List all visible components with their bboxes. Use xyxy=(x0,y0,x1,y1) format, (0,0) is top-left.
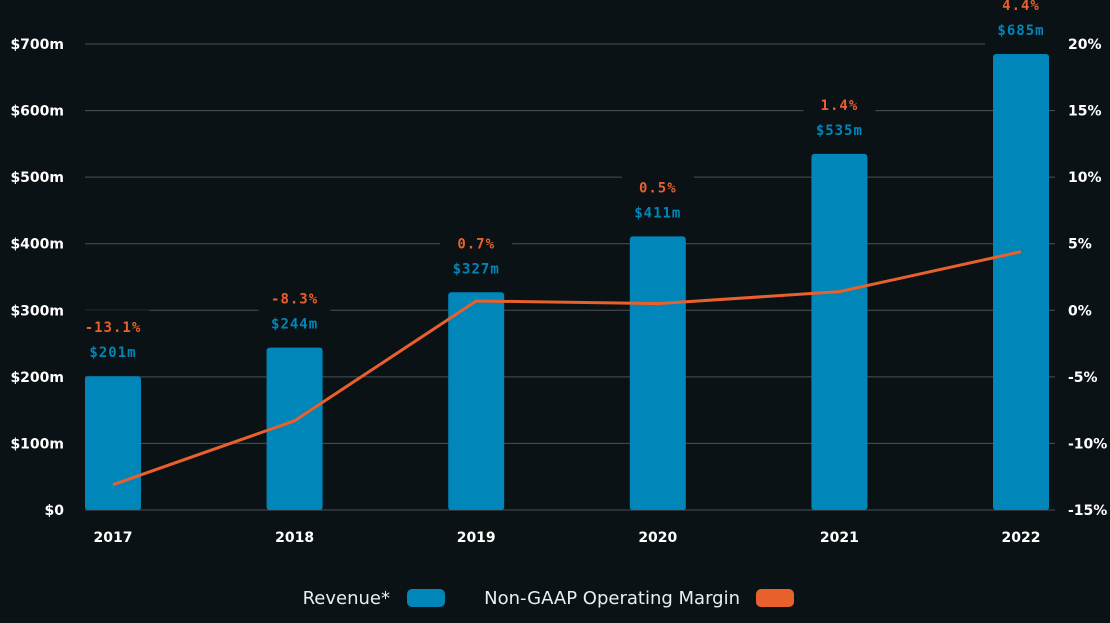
margin-line xyxy=(112,250,1022,487)
left-axis-tick-label: $700m xyxy=(10,37,64,53)
gridlines xyxy=(85,43,1055,511)
left-axis-tick-label: $0 xyxy=(45,503,65,519)
left-axis-tick-label: $400m xyxy=(10,237,64,253)
revenue-bar xyxy=(448,292,505,510)
right-axis-tick-label: 15% xyxy=(1068,104,1102,120)
revenue-bar xyxy=(266,347,323,510)
right-axis-tick-label: 5% xyxy=(1068,237,1092,253)
revenue-bar xyxy=(629,236,686,511)
margin-value-label: 0.5% xyxy=(639,180,677,196)
left-axis-tick-label: $600m xyxy=(10,104,64,120)
legend-swatch-revenue xyxy=(407,589,445,607)
label-backdrop xyxy=(258,281,331,340)
margin-line-path xyxy=(112,250,1022,487)
label-backdrop xyxy=(77,310,149,369)
revenue-value-label: $535m xyxy=(816,123,863,139)
revenue-bar xyxy=(993,53,1049,510)
margin-value-label: -13.1% xyxy=(85,320,142,336)
label-backdrop xyxy=(440,226,513,285)
left-axis: $0 $100m $200m $300m $400m $500m $600m $700m xyxy=(10,37,64,519)
x-axis-tick-label: 2018 xyxy=(275,530,314,546)
right-axis-tick-label: 0% xyxy=(1068,303,1092,319)
revenue-value-label: $201m xyxy=(89,345,136,361)
data-labels: -13.1% $201m -8.3% $244m 0.7% $327m 0.5% $411m 1… xyxy=(77,0,1057,369)
revenue-value-label: $411m xyxy=(634,205,681,221)
margin-value-label: 1.4% xyxy=(821,98,859,114)
left-axis-tick-label: $200m xyxy=(10,370,64,386)
label-backdrop xyxy=(621,170,694,229)
legend-label-revenue: Revenue* xyxy=(303,588,390,609)
label-backdrop xyxy=(985,0,1057,46)
legend-label-margin: Non-GAAP Operating Margin xyxy=(484,588,740,609)
right-axis-tick-label: 20% xyxy=(1068,37,1102,53)
right-axis-tick-label: -15% xyxy=(1068,503,1107,519)
right-axis-tick-label: -10% xyxy=(1068,436,1107,452)
label-backdrop xyxy=(803,87,876,146)
x-axis-tick-label: 2019 xyxy=(457,530,496,546)
right-axis-tick-label: -5% xyxy=(1068,370,1098,386)
x-axis-labels: 2017 2018 2019 2020 2021 2022 xyxy=(94,530,1041,546)
revenue-value-label: $685m xyxy=(997,23,1044,39)
revenue-bars xyxy=(85,53,1049,511)
revenue-bar xyxy=(85,376,141,510)
margin-value-label: 4.4% xyxy=(1002,0,1040,14)
revenue-bar xyxy=(811,153,868,511)
x-axis-tick-label: 2021 xyxy=(820,530,859,546)
revenue-value-label: $327m xyxy=(453,261,500,277)
legend: Revenue* Non-GAAP Operating Margin xyxy=(303,588,794,609)
x-axis-tick-label: 2017 xyxy=(94,530,133,546)
left-axis-tick-label: $300m xyxy=(10,303,64,319)
x-axis-tick-label: 2020 xyxy=(638,530,677,546)
x-axis-tick-label: 2022 xyxy=(1002,530,1041,546)
left-axis-tick-label: $500m xyxy=(10,170,64,186)
margin-value-label: 0.7% xyxy=(457,236,495,252)
right-axis: -15% -10% -5% 0% 5% 10% 15% 20% xyxy=(1068,37,1107,519)
legend-swatch-margin xyxy=(756,589,794,607)
right-axis-tick-label: 10% xyxy=(1068,170,1102,186)
revenue-value-label: $244m xyxy=(271,317,318,333)
left-axis-tick-label: $100m xyxy=(10,436,64,452)
margin-value-label: -8.3% xyxy=(271,292,318,308)
